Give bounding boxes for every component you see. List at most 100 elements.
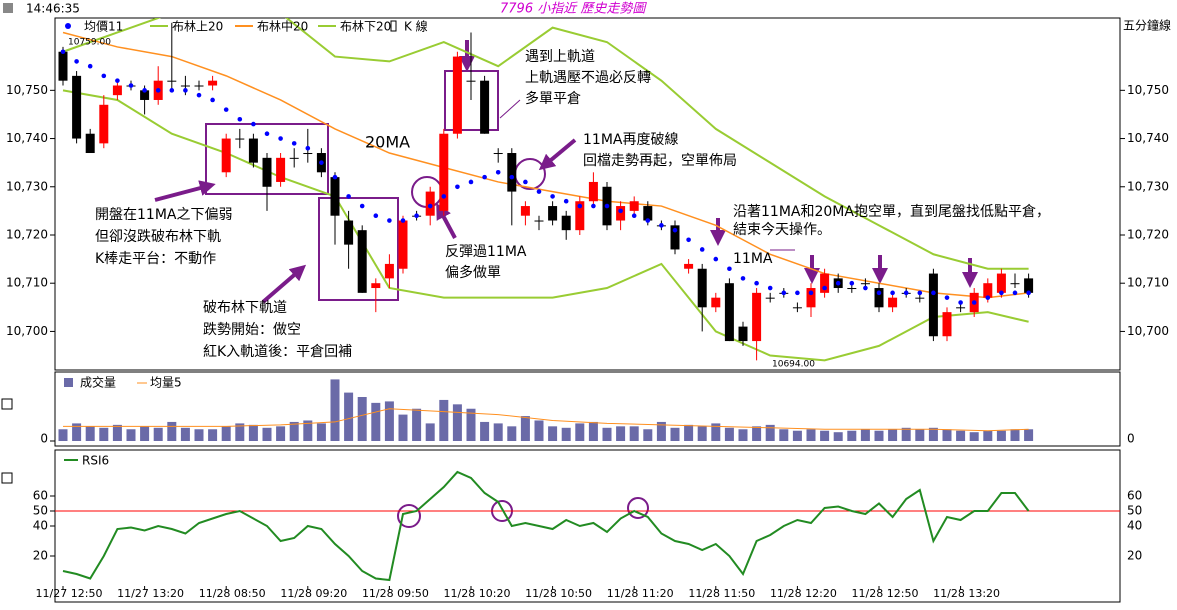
candle-body: [534, 220, 544, 222]
legend-label: 成交量: [80, 375, 116, 390]
candle-body: [1024, 278, 1034, 293]
volume-bar: [452, 404, 462, 441]
annotation: 偏多做單: [445, 264, 501, 281]
ma11-dot: [849, 280, 855, 286]
annotation: 上軌遇壓不過必反轉: [525, 70, 651, 86]
volume-bar: [738, 429, 748, 441]
candle-body: [85, 133, 95, 154]
x-tick-label: 11/28 13:20: [933, 587, 1000, 600]
candle-body: [303, 153, 313, 155]
annotation: 11MA再度破線: [583, 132, 678, 148]
y-tick-label: 10,700: [6, 324, 48, 338]
volume-bar: [412, 408, 422, 441]
low-label: 10694.00: [772, 360, 815, 370]
ma11-dot: [863, 285, 868, 291]
volume-bar: [752, 426, 762, 441]
candle-body: [167, 80, 177, 82]
ma11-dot: [169, 88, 175, 93]
ma11-dot: [441, 194, 447, 199]
volume-bar: [248, 424, 258, 441]
candle-body: [616, 206, 626, 221]
ma11-dot: [509, 174, 515, 180]
ma11-dot: [1026, 290, 1031, 296]
collapse[interactable]: [1, 398, 13, 410]
ma11-dot: [101, 73, 107, 79]
candle-body: [112, 85, 122, 96]
volume-bar: [99, 427, 109, 441]
volume-bar: [847, 430, 857, 441]
rsi-line: [62, 470, 1030, 582]
volume-bar: [588, 421, 598, 441]
x-tick-label: 11/28 10:20: [444, 587, 511, 600]
volume-bar: [316, 423, 326, 441]
ma11-dot: [373, 213, 379, 218]
volume-bar: [833, 432, 843, 441]
legend-swatch: [64, 378, 73, 387]
ma11-dot: [237, 116, 243, 122]
ma11-dot: [60, 49, 66, 55]
candle-body: [384, 263, 394, 279]
volume-bar: [1010, 429, 1020, 441]
volume-bar: [697, 426, 707, 441]
y-tick-label: 60: [33, 489, 48, 503]
price-plot: [58, 18, 1034, 362]
volume-bar: [439, 399, 449, 441]
y-tick-label: 50: [1127, 504, 1142, 518]
candle-body: [357, 230, 367, 293]
candle-body: [942, 312, 952, 337]
x-tick-label: 11/27 12:50: [36, 587, 103, 600]
volume-bar: [684, 424, 694, 441]
legend-label: 布林上20: [172, 20, 223, 34]
upper-line: [62, 18, 1029, 270]
ma11-dot: [604, 203, 610, 209]
volume-bar: [289, 421, 299, 441]
candle-body: [480, 80, 490, 134]
volume-bar: [85, 426, 95, 441]
ma11-dot: [142, 88, 147, 93]
volume-bar: [602, 427, 612, 441]
ma11-dot: [155, 88, 161, 93]
candle-body: [140, 90, 150, 100]
candle-body: [996, 273, 1006, 293]
volume-bar: [167, 421, 177, 441]
volume-bar: [520, 416, 530, 441]
y-tick-label: 20: [33, 549, 48, 563]
ma11-dot: [468, 179, 474, 185]
volume-bar: [548, 426, 558, 441]
ma11-dot: [210, 97, 215, 103]
candle-body: [289, 157, 299, 159]
ma11-dot: [291, 141, 297, 146]
ma11-dot: [223, 107, 229, 112]
volume-bar: [928, 427, 938, 441]
ma11-dot: [196, 92, 202, 98]
collapse[interactable]: [1, 472, 13, 484]
ma11-dot: [944, 295, 950, 300]
x-tick-label: 11/28 10:50: [525, 587, 592, 600]
ma11-dot: [835, 280, 841, 286]
ma11-dot: [822, 285, 827, 291]
volume-bar: [398, 414, 408, 441]
y-tick-label: 10,730: [6, 179, 48, 193]
volume-bar: [58, 429, 68, 441]
candle-body: [262, 157, 272, 187]
candle-body: [371, 283, 381, 289]
candle-body: [888, 297, 898, 308]
y-tick-label: 0: [40, 432, 48, 446]
ma11-dot: [971, 300, 977, 305]
volume-ma-line: [63, 408, 1029, 432]
annotation: 跌勢開始：做空: [203, 322, 301, 338]
candle-body: [847, 288, 857, 290]
volume-bar: [180, 427, 190, 441]
y-tick-label: 10,700: [1127, 324, 1169, 338]
volume-bar: [806, 429, 816, 441]
volume-bar: [344, 392, 354, 441]
y-tick-label: 10,740: [1127, 131, 1169, 145]
volume-bar: [901, 427, 911, 441]
candle-body: [425, 191, 435, 216]
legend-label: RSI6: [82, 454, 109, 468]
clock-icon: [3, 3, 13, 13]
volume-bar: [208, 429, 218, 441]
candle-body: [724, 283, 734, 342]
candle-body: [752, 292, 762, 342]
ma11-dot: [618, 208, 623, 214]
